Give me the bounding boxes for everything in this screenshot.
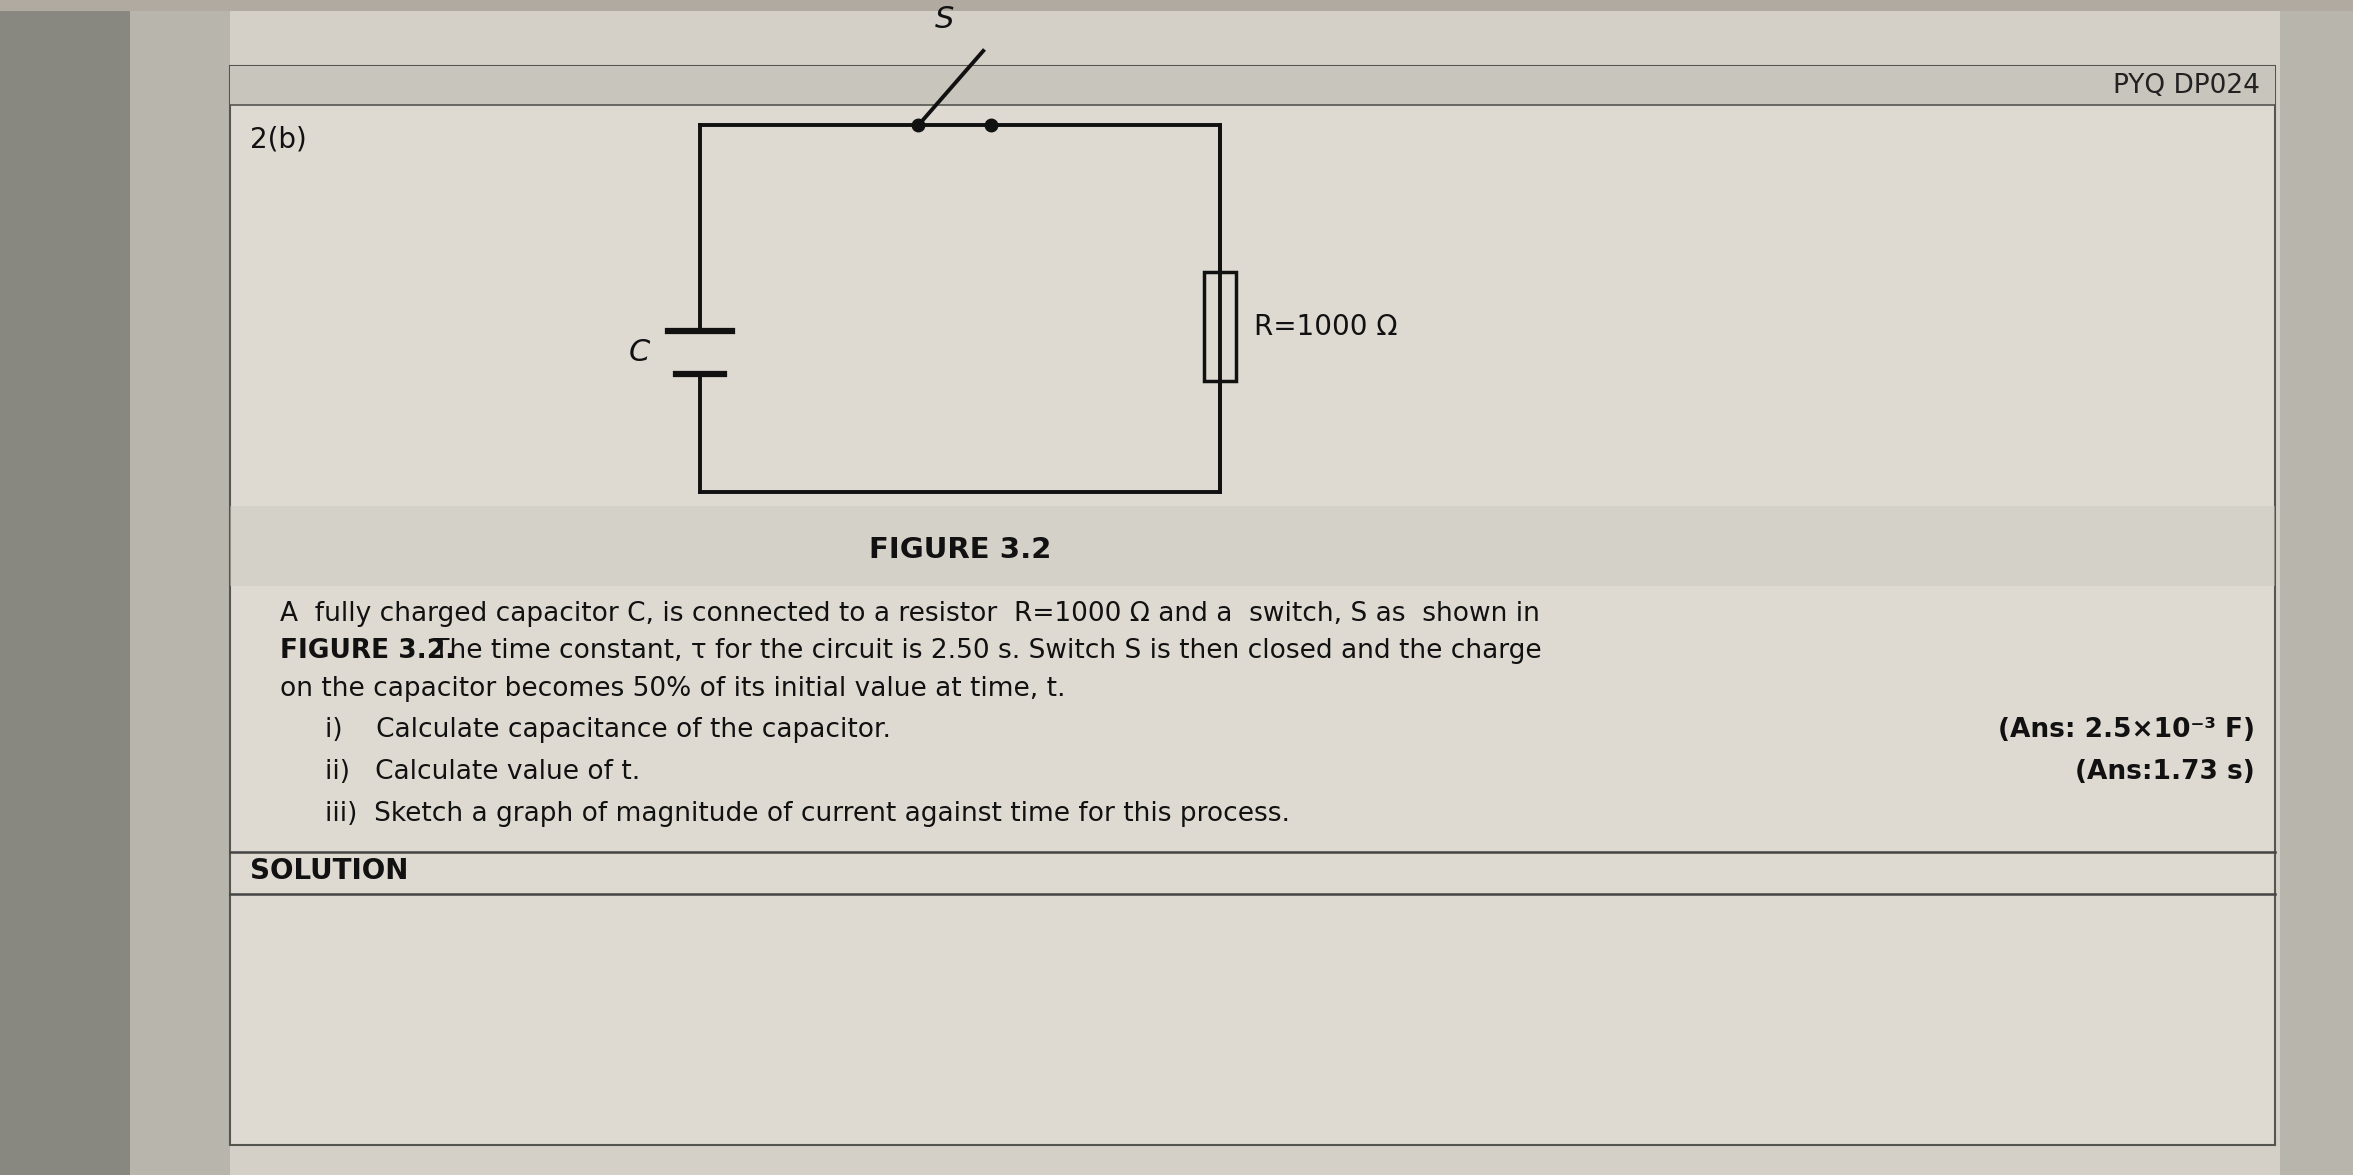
Text: FIGURE 3.2.: FIGURE 3.2. <box>280 638 454 664</box>
Bar <box>129 12 231 1175</box>
Bar <box>231 66 2275 1146</box>
Text: iii)  Sketch a graph of magnitude of current against time for this process.: iii) Sketch a graph of magnitude of curr… <box>325 800 1289 827</box>
Text: C: C <box>628 338 649 367</box>
Text: A  fully charged capacitor C, is connected to a resistor  R=1000 Ω and a  switch: A fully charged capacitor C, is connecte… <box>280 600 1539 626</box>
Bar <box>231 506 2275 585</box>
Text: on the capacitor becomes 50% of its initial value at time, t.: on the capacitor becomes 50% of its init… <box>280 676 1066 701</box>
Text: (Ans: 2.5×10⁻³ F): (Ans: 2.5×10⁻³ F) <box>1998 718 2254 744</box>
Bar <box>231 66 2275 106</box>
Text: FIGURE 3.2: FIGURE 3.2 <box>868 536 1052 564</box>
Text: SOLUTION: SOLUTION <box>249 857 409 885</box>
Text: The time constant, τ for the circuit is 2.50 s. Switch S is then closed and the : The time constant, τ for the circuit is … <box>426 638 1541 664</box>
Bar <box>0 12 129 1175</box>
Text: PYQ DP024: PYQ DP024 <box>2113 73 2259 99</box>
Bar <box>1205 273 1235 381</box>
Bar <box>2280 12 2353 1175</box>
Text: 2(b): 2(b) <box>249 126 306 153</box>
Text: i)    Calculate capacitance of the capacitor.: i) Calculate capacitance of the capacito… <box>325 718 892 744</box>
Text: R=1000 Ω: R=1000 Ω <box>1254 313 1398 341</box>
Text: S: S <box>934 5 955 34</box>
Text: ii)   Calculate value of t.: ii) Calculate value of t. <box>325 759 640 785</box>
Text: (Ans:1.73 s): (Ans:1.73 s) <box>2075 759 2254 785</box>
